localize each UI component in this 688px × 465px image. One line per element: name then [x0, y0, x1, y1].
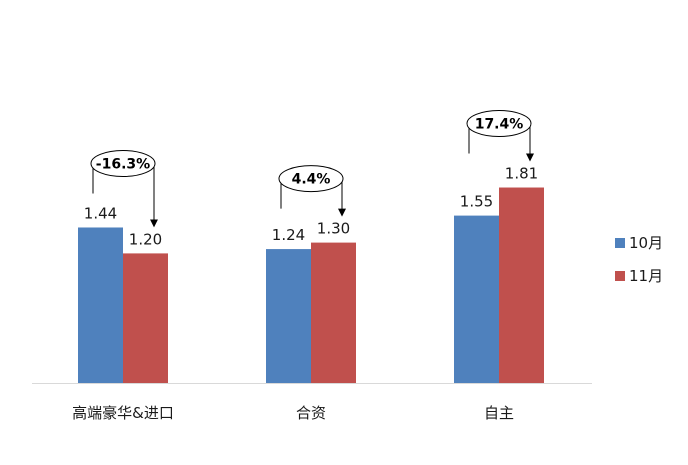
- change-badge: [90, 149, 156, 177]
- legend: 10月 11月: [615, 234, 663, 285]
- bar-domestic-series-1: [454, 215, 499, 383]
- category-label-domestic: 自主: [484, 404, 514, 422]
- change-label-joint-venture: 4.4%: [292, 172, 331, 188]
- change-annotation-joint-venture: 4.4%: [278, 165, 346, 217]
- change-label-luxury-import: -16.3%: [96, 156, 150, 172]
- bar-domestic-series-2: [499, 187, 544, 383]
- legend-swatch: [615, 238, 625, 248]
- change-label-domestic: 17.4%: [475, 117, 524, 133]
- legend-item-series-2: 11月: [615, 267, 663, 285]
- bar-luxury-import-series-2: [123, 253, 168, 383]
- legend-swatch: [615, 271, 625, 281]
- change-badge: [466, 110, 532, 138]
- legend-label: 10月: [629, 234, 663, 252]
- data-label-joint-venture-series-1: 1.24: [272, 226, 305, 244]
- bar-joint-venture-series-1: [266, 249, 311, 383]
- data-label-joint-venture-series-2: 1.30: [317, 220, 350, 238]
- bar-joint-venture-series-2: [311, 242, 356, 383]
- data-label-luxury-import-series-2: 1.20: [129, 230, 162, 248]
- bar-luxury-import-series-1: [78, 227, 123, 383]
- category-label-luxury-import: 高端豪华&进口: [72, 404, 174, 422]
- legend-item-series-1: 10月: [615, 234, 663, 252]
- data-label-domestic-series-2: 1.81: [505, 165, 538, 183]
- category-label-joint-venture: 合资: [296, 404, 326, 422]
- legend-label: 11月: [629, 267, 663, 285]
- plot-area: 1.44 1.20 高端豪华&进口 -16.3% 1.24 1.30 合资 4.4% 1.55 1…: [32, 110, 592, 422]
- change-annotation-domestic: 17.4%: [466, 110, 534, 162]
- change-badge: [278, 165, 344, 193]
- data-label-luxury-import-series-1: 1.44: [84, 204, 117, 222]
- change-annotation-luxury-import: -16.3%: [90, 149, 158, 228]
- data-label-domestic-series-1: 1.55: [460, 193, 493, 211]
